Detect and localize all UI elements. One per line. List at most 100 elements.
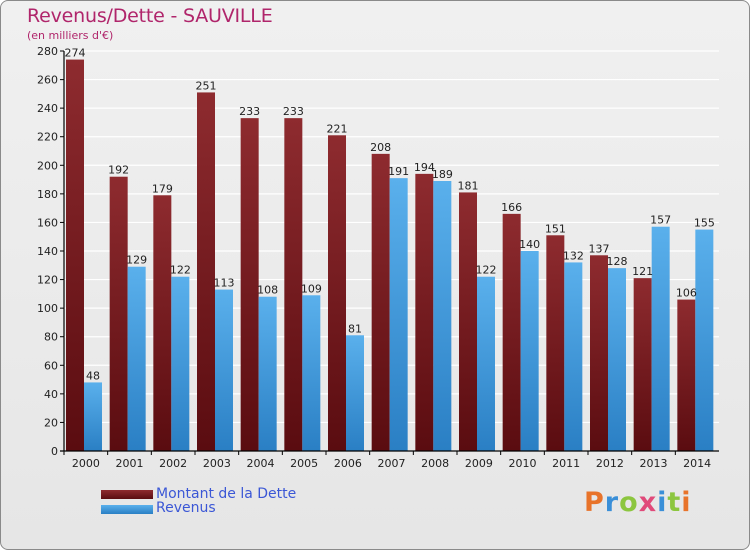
bar-revenus-2004 bbox=[258, 296, 277, 451]
x-tick-label-2001: 2001 bbox=[116, 457, 144, 470]
x-tick-label-2004: 2004 bbox=[247, 457, 275, 470]
label-dette-2010: 166 bbox=[501, 201, 522, 214]
y-tick-label-60: 60 bbox=[44, 359, 58, 372]
data-labels: 274 48 192 129 179 122 251 113 233 108 233 109 221 81… bbox=[65, 47, 715, 383]
x-tick-label-2006: 2006 bbox=[334, 457, 362, 470]
label-revenus-2007: 191 bbox=[388, 165, 409, 178]
logo-letter: i bbox=[657, 487, 668, 518]
label-revenus-2002: 122 bbox=[170, 264, 191, 277]
x-tick-label-2014: 2014 bbox=[683, 457, 711, 470]
label-dette-2003: 251 bbox=[196, 79, 217, 92]
logo-letter: x bbox=[638, 487, 658, 518]
label-revenus-2008: 189 bbox=[432, 168, 453, 181]
bar-dette-2011 bbox=[546, 235, 565, 451]
label-dette-2002: 179 bbox=[152, 182, 173, 195]
bar-dette-2003 bbox=[197, 92, 215, 451]
label-dette-2000: 274 bbox=[65, 47, 86, 60]
proxiti-logo: Proxiti bbox=[584, 487, 692, 518]
bar-dette-2013 bbox=[633, 278, 652, 451]
label-revenus-2014: 155 bbox=[694, 217, 715, 230]
label-dette-2005: 233 bbox=[283, 105, 304, 118]
bars bbox=[66, 59, 714, 452]
label-revenus-2004: 108 bbox=[257, 284, 278, 297]
label-revenus-2009: 122 bbox=[476, 264, 497, 277]
label-dette-2007: 208 bbox=[370, 141, 391, 154]
label-revenus-2012: 128 bbox=[607, 255, 628, 268]
x-tick-label-2008: 2008 bbox=[421, 457, 449, 470]
label-revenus-2000: 48 bbox=[86, 369, 100, 382]
y-tick-label-120: 120 bbox=[37, 274, 58, 287]
x-tick-label-2003: 2003 bbox=[203, 457, 231, 470]
bar-dette-2001 bbox=[109, 176, 128, 451]
x-tick-label-2009: 2009 bbox=[465, 457, 493, 470]
label-dette-2012: 137 bbox=[589, 242, 610, 255]
y-tick-label-100: 100 bbox=[37, 302, 58, 315]
label-revenus-2006: 81 bbox=[348, 322, 362, 335]
y-tick-label-20: 20 bbox=[44, 416, 58, 429]
y-tick-label-160: 160 bbox=[37, 216, 58, 229]
logo-letter: t bbox=[667, 487, 682, 518]
bar-dette-2007 bbox=[371, 153, 390, 451]
label-dette-2013: 121 bbox=[632, 265, 653, 278]
y-tick-label-260: 260 bbox=[37, 74, 58, 87]
logo-letter: r bbox=[604, 487, 620, 518]
bar-revenus-2006 bbox=[346, 335, 364, 451]
label-dette-2006: 221 bbox=[327, 122, 348, 135]
bar-revenus-2012 bbox=[608, 268, 626, 451]
bar-revenus-2013 bbox=[651, 226, 670, 451]
legend-swatch-revenus bbox=[101, 505, 153, 514]
bar-revenus-2000 bbox=[84, 382, 102, 451]
label-dette-2011: 151 bbox=[545, 222, 566, 235]
bar-dette-2002 bbox=[153, 195, 172, 451]
label-dette-2004: 233 bbox=[239, 105, 260, 118]
label-revenus-2003: 113 bbox=[214, 277, 235, 290]
legend-label-dette: Montant de la Dette bbox=[156, 486, 297, 502]
logo-letter: i bbox=[681, 487, 692, 518]
bar-dette-2000 bbox=[66, 59, 84, 451]
logo-letter: P bbox=[584, 487, 605, 518]
label-revenus-2005: 109 bbox=[301, 282, 322, 295]
y-tick-label-280: 280 bbox=[37, 45, 58, 58]
bar-revenus-2008 bbox=[433, 181, 452, 451]
label-dette-2001: 192 bbox=[108, 164, 129, 177]
bar-revenus-2002 bbox=[171, 276, 190, 451]
bar-revenus-2009 bbox=[477, 276, 495, 451]
label-revenus-2001: 129 bbox=[126, 254, 147, 267]
bar-dette-2008 bbox=[415, 173, 434, 451]
label-dette-2014: 106 bbox=[676, 287, 697, 300]
label-revenus-2011: 132 bbox=[563, 249, 584, 262]
y-tick-label-80: 80 bbox=[44, 331, 58, 344]
bar-revenus-2007 bbox=[389, 178, 408, 451]
label-dette-2008: 194 bbox=[414, 161, 435, 174]
bar-revenus-2011 bbox=[564, 262, 583, 451]
label-revenus-2010: 140 bbox=[519, 238, 540, 251]
bar-revenus-2003 bbox=[215, 289, 233, 451]
bar-dette-2009 bbox=[459, 192, 477, 451]
y-tick-label-0: 0 bbox=[51, 445, 58, 458]
chart-title: Revenus/Dette - SAUVILLE bbox=[27, 5, 273, 27]
bar-revenus-2010 bbox=[520, 251, 539, 451]
x-tick-label-2005: 2005 bbox=[290, 457, 318, 470]
x-tick-label-2013: 2013 bbox=[640, 457, 668, 470]
y-tick-label-200: 200 bbox=[37, 159, 58, 172]
x-tick-label-2002: 2002 bbox=[159, 457, 187, 470]
x-tick-label-2012: 2012 bbox=[596, 457, 624, 470]
bar-dette-2014 bbox=[677, 299, 696, 451]
bar-dette-2012 bbox=[590, 255, 608, 451]
legend-swatch-dette bbox=[101, 490, 153, 499]
x-tick-label-2007: 2007 bbox=[378, 457, 406, 470]
x-tick-label-2000: 2000 bbox=[72, 457, 100, 470]
y-tick-label-220: 220 bbox=[37, 131, 58, 144]
bar-dette-2010 bbox=[502, 213, 521, 451]
y-tick-label-140: 140 bbox=[37, 245, 58, 258]
x-tick-label-2010: 2010 bbox=[509, 457, 537, 470]
bar-revenus-2014 bbox=[695, 229, 714, 451]
y-tick-label-240: 240 bbox=[37, 102, 58, 115]
y-tick-label-180: 180 bbox=[37, 188, 58, 201]
label-revenus-2013: 157 bbox=[650, 214, 671, 227]
chart-subtitle: (en milliers d'€) bbox=[27, 29, 114, 42]
bar-dette-2006 bbox=[328, 135, 346, 452]
bar-revenus-2001 bbox=[127, 266, 146, 451]
